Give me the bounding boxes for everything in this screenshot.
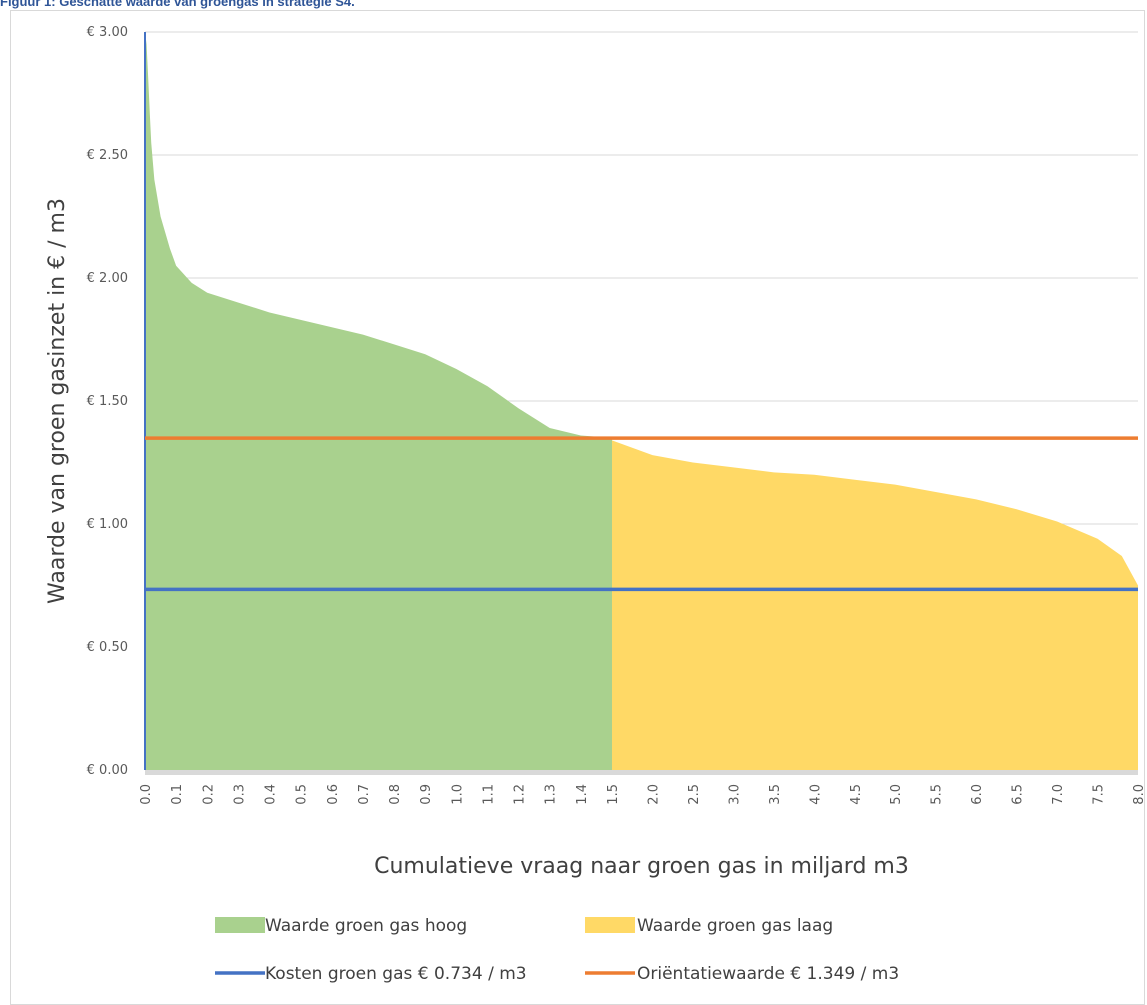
figure-caption: Figuur 1: Geschatte waarde van groengas … (0, 0, 355, 9)
legend-label: Oriëntatiewaarde € 1.349 / m3 (637, 964, 899, 984)
x-tick-label: 3.5 (768, 784, 783, 805)
y-axis-title: Waarde van groen gasinzet in € / m3 (45, 198, 70, 604)
x-tick-label: 7.5 (1092, 784, 1107, 805)
x-tick-label: 1.0 (450, 784, 465, 805)
x-tick-label: 5.0 (889, 784, 904, 805)
legend-label: Waarde groen gas hoog (265, 916, 467, 936)
area-series (612, 440, 1138, 770)
y-tick-label: € 1.50 (87, 394, 128, 409)
x-tick-label: 1.3 (544, 784, 559, 805)
x-tick-label: 3.0 (727, 784, 742, 805)
x-tick-label: 1.2 (513, 784, 528, 805)
x-tick-label: 1.1 (481, 784, 496, 805)
x-tick-label: 0.5 (295, 784, 310, 805)
x-axis-title: Cumulatieve vraag naar groen gas in milj… (374, 854, 909, 879)
x-tick-label: 6.5 (1011, 784, 1026, 805)
y-tick-label: € 2.00 (87, 271, 128, 286)
y-tick-label: € 0.50 (87, 640, 128, 655)
y-tick-label: € 0.00 (87, 763, 128, 778)
x-tick-label: 4.0 (808, 784, 823, 805)
x-tick-label: 1.5 (606, 784, 621, 805)
legend-swatch (585, 917, 635, 933)
x-tick-label: 0.0 (139, 784, 154, 805)
x-tick-label: 0.4 (264, 784, 279, 805)
x-tick-label: 0.9 (419, 784, 434, 805)
x-tick-label: 2.0 (646, 784, 661, 805)
x-tick-label: 2.5 (687, 784, 702, 805)
y-tick-label: € 1.00 (87, 517, 128, 532)
y-tick-label: € 3.00 (87, 25, 128, 40)
y-tick-label: € 2.50 (87, 148, 128, 163)
x-tick-label: 8.0 (1132, 784, 1147, 805)
area-series (145, 32, 612, 770)
x-tick-label: 5.5 (930, 784, 945, 805)
x-tick-label: 4.5 (849, 784, 864, 805)
legend-label: Kosten groen gas € 0.734 / m3 (265, 964, 527, 984)
x-tick-label: 0.7 (357, 784, 372, 805)
x-tick-label: 1.4 (575, 784, 590, 805)
legend-swatch (215, 917, 265, 933)
x-tick-label: 0.6 (326, 784, 341, 805)
x-tick-label: 0.1 (170, 784, 185, 805)
x-tick-label: 7.0 (1051, 784, 1066, 805)
x-axis-line (145, 770, 1138, 775)
x-tick-label: 0.3 (232, 784, 247, 805)
x-tick-label: 0.8 (388, 784, 403, 805)
x-tick-label: 0.2 (201, 784, 216, 805)
x-tick-label: 6.0 (970, 784, 985, 805)
legend-label: Waarde groen gas laag (637, 916, 833, 936)
